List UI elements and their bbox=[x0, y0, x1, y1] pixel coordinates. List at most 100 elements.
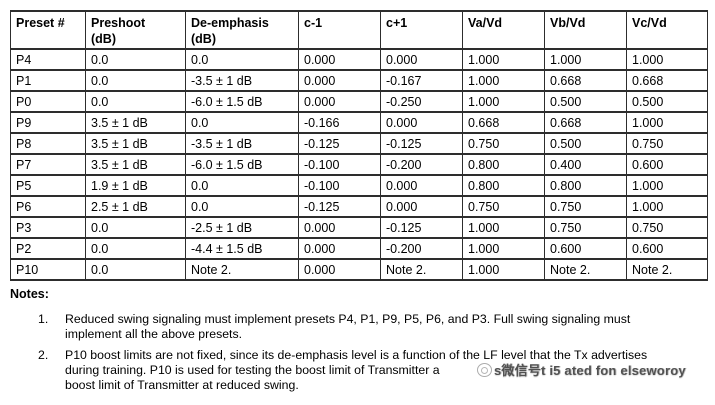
table-cell: -0.125 bbox=[380, 216, 463, 239]
table-cell: 0.0 bbox=[85, 216, 186, 239]
preset-cell: P3 bbox=[10, 216, 86, 239]
table-cell: 0.600 bbox=[626, 153, 708, 176]
table-body: P4 0.0 0.0 0.000 0.000 1.000 1.000 1.000 P1 0.0 -3… bbox=[10, 48, 708, 281]
table-row: P8 3.5 ± 1 dB -3.5 ± 1 dB -0.125 -0.125 0.750… bbox=[10, 132, 708, 155]
table-row: P3 0.0 -2.5 ± 1 dB 0.000 -0.125 1.000 0.750 0.7… bbox=[10, 216, 708, 239]
table-cell: 0.750 bbox=[544, 216, 627, 239]
table-cell: 1.000 bbox=[462, 48, 545, 71]
table-row: P1 0.0 -3.5 ± 1 dB 0.000 -0.167 1.000 0.668 0.6… bbox=[10, 69, 708, 92]
preset-cell: P5 bbox=[10, 174, 86, 197]
table-cell: -6.0 ± 1.5 dB bbox=[185, 153, 299, 176]
table-cell: 0.668 bbox=[626, 69, 708, 92]
column-header: Vb/Vd bbox=[544, 10, 627, 50]
table-cell: 0.500 bbox=[626, 90, 708, 113]
table-row: P2 0.0 -4.4 ± 1.5 dB 0.000 -0.200 1.000 0.600 0… bbox=[10, 237, 708, 260]
header-row: Preset # Preshoot (dB) De-emphasis (dB) c-1 c+… bbox=[10, 10, 708, 50]
table-cell: Note 2. bbox=[544, 258, 627, 281]
table-cell: 0.600 bbox=[544, 237, 627, 260]
table-cell: 0.800 bbox=[462, 174, 545, 197]
table-cell: -4.4 ± 1.5 dB bbox=[185, 237, 299, 260]
note-number: 2. bbox=[38, 348, 49, 362]
table-cell: Note 2. bbox=[380, 258, 463, 281]
note-number: 1. bbox=[38, 312, 49, 326]
table-cell: -0.250 bbox=[380, 90, 463, 113]
table-cell: 0.0 bbox=[85, 258, 186, 281]
preset-cell: P8 bbox=[10, 132, 86, 155]
table-cell: 0.000 bbox=[298, 258, 381, 281]
table-cell: 0.0 bbox=[85, 90, 186, 113]
column-header: Vc/Vd bbox=[626, 10, 708, 50]
table-cell: -0.100 bbox=[298, 153, 381, 176]
table-cell: 0.0 bbox=[185, 111, 299, 134]
table-cell: -6.0 ± 1.5 dB bbox=[185, 90, 299, 113]
table-cell: 0.668 bbox=[462, 111, 545, 134]
column-header-line: Vc/Vd bbox=[632, 16, 667, 30]
note-line: P10 boost limits are not fixed, since it… bbox=[65, 348, 648, 362]
column-header-line: Preset # bbox=[16, 16, 65, 30]
table-cell: 0.0 bbox=[85, 237, 186, 260]
table-cell: 1.000 bbox=[626, 174, 708, 197]
table-cell: 0.000 bbox=[380, 195, 463, 218]
table-row: P5 1.9 ± 1 dB 0.0 -0.100 0.000 0.800 0.800 1.00… bbox=[10, 174, 708, 197]
table-cell: Note 2. bbox=[626, 258, 708, 281]
table-cell: 0.750 bbox=[462, 132, 545, 155]
table-row: P0 0.0 -6.0 ± 1.5 dB 0.000 -0.250 1.000 0.500 0… bbox=[10, 90, 708, 113]
table-cell: 1.000 bbox=[462, 90, 545, 113]
preset-cell: P6 bbox=[10, 195, 86, 218]
table-cell: 0.600 bbox=[626, 237, 708, 260]
wechat-stamp-icon bbox=[477, 362, 492, 377]
note-line: boost limit of Transmitter at reduced sw… bbox=[65, 378, 299, 392]
column-header-line: c+1 bbox=[386, 16, 408, 30]
table-cell: 0.0 bbox=[185, 195, 299, 218]
table-cell: 0.0 bbox=[185, 48, 299, 71]
table-row: P7 3.5 ± 1 dB -6.0 ± 1.5 dB -0.100 -0.200 0.8… bbox=[10, 153, 708, 176]
column-header-line: Va/Vd bbox=[468, 16, 503, 30]
table-row: P10 0.0 Note 2. 0.000 Note 2. 1.000 Note 2. Not… bbox=[10, 258, 708, 281]
column-header-line: Preshoot bbox=[91, 16, 146, 30]
table-cell: 0.750 bbox=[462, 195, 545, 218]
table-cell: 3.5 ± 1 dB bbox=[85, 153, 186, 176]
table-cell: 1.000 bbox=[626, 48, 708, 71]
table-cell: 0.0 bbox=[85, 69, 186, 92]
notes-title: Notes: bbox=[10, 287, 49, 301]
note-line: implement all the above presets. bbox=[65, 327, 243, 341]
table-cell: -0.200 bbox=[380, 237, 463, 260]
table-cell: 0.668 bbox=[544, 111, 627, 134]
table-cell: 0.750 bbox=[626, 132, 708, 155]
column-header: De-emphasis (dB) bbox=[185, 10, 299, 50]
table-cell: 1.000 bbox=[462, 237, 545, 260]
watermark-text: s微信号t i5 ated fon elseworoy bbox=[494, 363, 686, 378]
table-cell: -0.125 bbox=[298, 132, 381, 155]
note-text: P10 boost limits are not fixed, since it… bbox=[65, 348, 707, 393]
table-cell: 0.0 bbox=[85, 48, 186, 71]
preset-cell: P0 bbox=[10, 90, 86, 113]
table-cell: -0.166 bbox=[298, 111, 381, 134]
table-cell: 1.000 bbox=[626, 195, 708, 218]
table-cell: -0.125 bbox=[380, 132, 463, 155]
column-header: Preset # bbox=[10, 10, 86, 50]
column-header-line: c-1 bbox=[304, 16, 323, 30]
table-cell: 0.750 bbox=[626, 216, 708, 239]
watermark: s微信号t i5 ated fon elseworoy bbox=[477, 360, 686, 379]
table-cell: -0.125 bbox=[298, 195, 381, 218]
table-cell: 0.000 bbox=[380, 48, 463, 71]
preset-cell: P2 bbox=[10, 237, 86, 260]
table-cell: 1.9 ± 1 dB bbox=[85, 174, 186, 197]
note-line: Reduced swing signaling must implement p… bbox=[65, 312, 631, 326]
table-cell: -2.5 ± 1 dB bbox=[185, 216, 299, 239]
table-cell: Note 2. bbox=[185, 258, 299, 281]
table-cell: -3.5 ± 1 dB bbox=[185, 69, 299, 92]
preset-cell: P9 bbox=[10, 111, 86, 134]
table-cell: 3.5 ± 1 dB bbox=[85, 132, 186, 155]
table-row: P4 0.0 0.0 0.000 0.000 1.000 1.000 1.000 bbox=[10, 48, 708, 71]
table-cell: 0.000 bbox=[298, 69, 381, 92]
table-row: P6 2.5 ± 1 dB 0.0 -0.125 0.000 0.750 0.750 1.00… bbox=[10, 195, 708, 218]
table-cell: 0.800 bbox=[544, 174, 627, 197]
table-cell: 1.000 bbox=[462, 216, 545, 239]
column-header-line: (dB) bbox=[91, 32, 116, 46]
table-cell: 3.5 ± 1 dB bbox=[85, 111, 186, 134]
table-cell: 0.0 bbox=[185, 174, 299, 197]
column-header-line: Vb/Vd bbox=[550, 16, 586, 30]
note-text: Reduced swing signaling must implement p… bbox=[65, 312, 707, 342]
preset-table: Preset # Preshoot (dB) De-emphasis (dB) c-1 c+… bbox=[10, 10, 708, 281]
